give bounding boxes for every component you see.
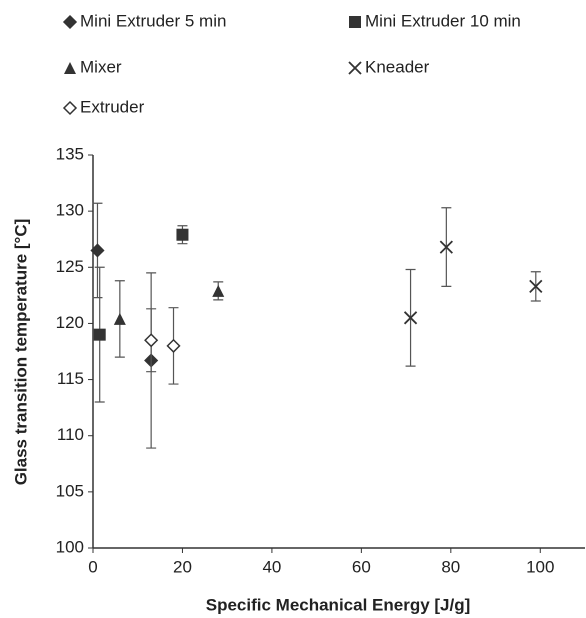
legend-marker — [348, 61, 362, 75]
legend-marker — [62, 14, 78, 30]
x-tick-label: 100 — [526, 557, 554, 576]
y-tick-label: 120 — [56, 313, 84, 332]
data-point — [529, 279, 543, 294]
x-axis-title: Specific Mechanical Energy [J/g] — [206, 595, 471, 614]
y-tick-label: 135 — [56, 144, 84, 163]
x-tick-label: 40 — [262, 557, 281, 576]
data-point — [144, 333, 159, 348]
x-tick-label: 60 — [352, 557, 371, 576]
data-point — [403, 311, 418, 325]
data-point — [90, 243, 105, 258]
legend-marker — [62, 100, 78, 116]
legend-label: Mini Extruder 10 min — [365, 11, 521, 30]
data-point — [212, 284, 225, 297]
y-tick-label: 115 — [57, 369, 84, 388]
y-tick-label: 100 — [56, 537, 84, 556]
x-tick-label: 80 — [441, 557, 460, 576]
legend-marker — [64, 62, 76, 74]
y-axis-title: Glass transition temperature [°C] — [11, 219, 30, 486]
data-point — [113, 312, 126, 325]
legend-label: Kneader — [365, 57, 430, 76]
legend-marker — [349, 16, 361, 28]
y-tick-label: 105 — [56, 481, 84, 500]
legend-label: Mini Extruder 5 min — [80, 11, 226, 30]
legend-label: Extruder — [80, 97, 145, 116]
data-point — [93, 328, 106, 341]
x-tick-label: 20 — [173, 557, 192, 576]
x-tick-label: 0 — [88, 557, 97, 576]
legend-label: Mixer — [80, 57, 122, 76]
y-tick-label: 110 — [57, 425, 84, 444]
data-point — [439, 240, 453, 254]
y-tick-label: 125 — [56, 257, 84, 276]
y-tick-label: 130 — [56, 201, 84, 220]
data-point — [166, 338, 181, 353]
data-point — [176, 228, 189, 241]
